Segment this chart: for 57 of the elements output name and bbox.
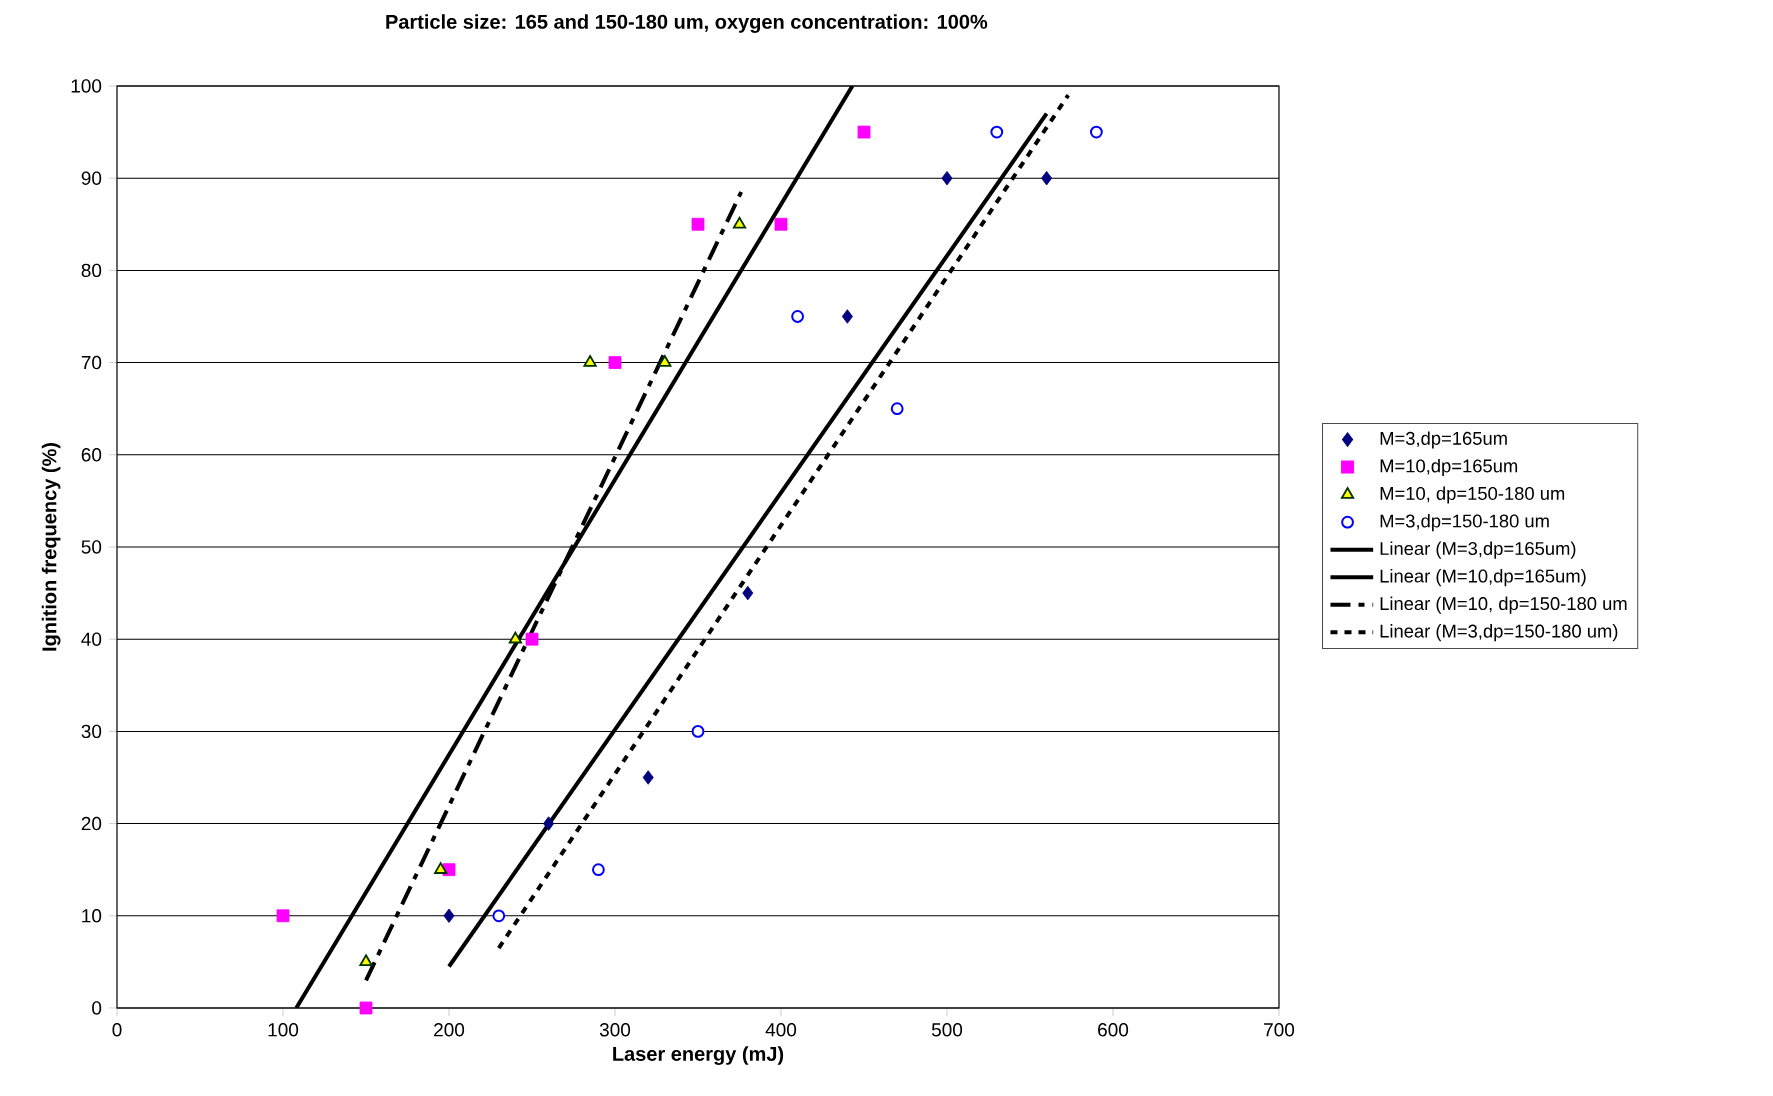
chart-title: Particle size: 165 and 150-180 um, oxygen concentration: 100% xyxy=(386,14,988,33)
x-tick-label: 400 xyxy=(765,1023,797,1037)
point xyxy=(359,954,373,967)
point xyxy=(742,585,754,601)
legend-label: M=10, dp=150-180 um xyxy=(1380,486,1565,504)
point xyxy=(691,724,705,738)
point xyxy=(1089,125,1103,139)
y-tick-label: 70 xyxy=(81,355,102,370)
legend-label: Linear (M=3,dp=150-180 um) xyxy=(1380,624,1618,642)
legend-label: Linear (M=10, dp=150-180 um xyxy=(1380,596,1627,614)
y-tick-label: 50 xyxy=(81,540,102,554)
legend-label: M=10,dp=165um xyxy=(1380,458,1518,477)
y-tick-label: 100 xyxy=(71,79,102,93)
point xyxy=(691,217,705,231)
y-tick-label: 80 xyxy=(81,263,102,278)
point xyxy=(492,909,506,923)
y-tick-label: 90 xyxy=(81,171,102,185)
x-tick-label: 600 xyxy=(1098,1023,1129,1037)
y-tick-label: 0 xyxy=(92,1001,102,1015)
legend-label: M=3,dp=150-180 um xyxy=(1380,514,1549,532)
point xyxy=(732,216,747,229)
legend-label: Linear (M=10,dp=165um) xyxy=(1380,569,1586,587)
x-tick-label: 200 xyxy=(434,1023,465,1037)
point xyxy=(857,125,871,139)
point xyxy=(443,908,455,923)
point xyxy=(276,909,290,923)
point xyxy=(774,217,788,231)
point xyxy=(583,355,597,367)
point xyxy=(941,170,953,186)
x-tick-label: 100 xyxy=(268,1023,299,1037)
point xyxy=(592,863,605,877)
point xyxy=(990,125,1004,139)
point xyxy=(608,356,622,369)
y-tick-label: 20 xyxy=(81,816,102,831)
x-tick-label: 0 xyxy=(112,1023,122,1037)
y-axis-title: Ignition frequency (%) xyxy=(41,442,61,651)
x-tick-label: 500 xyxy=(931,1023,963,1037)
point xyxy=(642,770,654,785)
point xyxy=(434,862,448,874)
y-tick-label: 40 xyxy=(81,632,102,646)
legend-label: M=3,dp=165um xyxy=(1380,431,1507,449)
legend-label: Linear (M=3,dp=165um) xyxy=(1380,541,1576,559)
x-tick-label: 700 xyxy=(1264,1023,1295,1037)
y-tick-label: 10 xyxy=(82,909,102,923)
point xyxy=(658,355,672,367)
point xyxy=(841,309,853,324)
y-tick-label: 30 xyxy=(81,724,102,739)
point xyxy=(543,816,555,831)
y-tick-label: 60 xyxy=(81,448,102,462)
point xyxy=(890,402,904,416)
x-tick-label: 300 xyxy=(599,1023,631,1037)
point xyxy=(791,310,804,323)
point xyxy=(525,632,539,646)
point xyxy=(359,1001,373,1015)
point xyxy=(508,631,523,644)
x-axis-title: Laser energy (mJ) xyxy=(613,1046,784,1065)
point xyxy=(1041,170,1053,186)
